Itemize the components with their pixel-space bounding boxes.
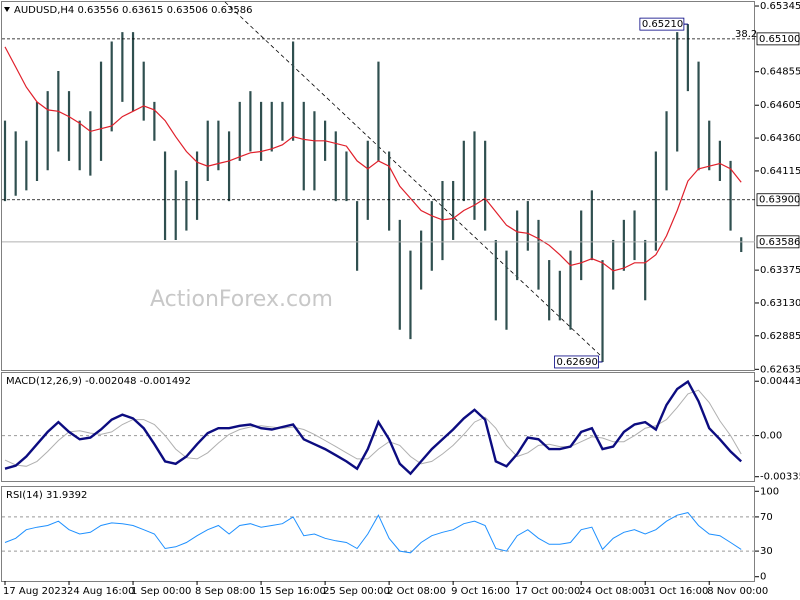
header-value: 0.63506 (167, 5, 208, 16)
x-tick-label: 25 Sep 00:00 (323, 586, 390, 597)
header-value: -0.001492 (140, 376, 191, 387)
header-value: MACD(12,26,9) (6, 376, 82, 387)
annotation-box (639, 17, 685, 31)
x-tick-label: 24 Aug 16:00 (67, 586, 134, 597)
y-tick-label: 0.62885 (760, 331, 800, 342)
y-tick-label: 0 (760, 572, 766, 583)
y-tick-label: 30 (760, 546, 773, 557)
last-price-label-box (756, 235, 800, 249)
moving-average (4, 46, 742, 272)
y-tick-label: 0.64115 (760, 166, 800, 177)
menu-arrow (4, 7, 10, 12)
header-value: 0.63586 (211, 5, 252, 16)
level-label: 0.63900 (759, 195, 800, 206)
x-tick-label: 24 Oct 08:00 (579, 586, 644, 597)
y-tick-label: 0.65345 (760, 1, 800, 12)
x-tick-label: 2 Oct 08:00 (387, 586, 446, 597)
level-label: 0.65100 (759, 34, 800, 45)
rsi-panel (1, 486, 755, 582)
price-panel (1, 1, 755, 371)
panel-header: MACD(12,26,9) -0.002048 -0.001492 (6, 376, 191, 387)
y-tick-label: 100 (760, 486, 779, 497)
trend-line (224, 1, 601, 356)
last-price-label: 0.63586 (759, 237, 800, 248)
y-tick-label: 0.63375 (760, 265, 800, 276)
header-value: RSI(14) (6, 490, 43, 501)
x-tick-label: 15 Sep 16:00 (259, 586, 326, 597)
indicator-line (4, 379, 743, 476)
x-tick-label: 17 Oct 00:00 (515, 586, 580, 597)
annotation-label: 0.65210 (642, 19, 683, 30)
watermark: ActionForex.com (150, 287, 333, 312)
x-tick-label: 8 Nov 00:00 (707, 586, 768, 597)
level-note: 38.2 (735, 29, 757, 40)
y-tick-label: 70 (760, 512, 773, 523)
x-tick-label: 31 Oct 16:00 (643, 586, 708, 597)
header-value: AUDUSD,H4 (14, 5, 74, 16)
y-tick-label: 0.64855 (760, 67, 800, 78)
y-tick-label: 0.64360 (760, 133, 800, 144)
y-tick-label: 0.63130 (760, 298, 800, 309)
panel-header: RSI(14) 31.9392 (6, 490, 87, 501)
header-value: 0.63615 (122, 5, 163, 16)
y-tick-label: 0.00443 (760, 376, 800, 387)
annotation-label: 0.62690 (557, 357, 598, 368)
header-value: 0.63556 (77, 5, 118, 16)
level-label-box (756, 193, 800, 207)
header-value: -0.002048 (85, 376, 136, 387)
x-tick-label: 17 Aug 2023 (3, 586, 67, 597)
header-value: 31.9392 (46, 490, 87, 501)
y-tick-label: 0.00 (760, 431, 782, 442)
x-tick-label: 9 Oct 16:00 (451, 586, 510, 597)
y-tick-label: 0.64605 (760, 100, 800, 111)
indicator-line (4, 389, 742, 467)
annotation-box (554, 355, 599, 369)
y-tick-label: 0.62635 (760, 364, 800, 375)
panel-header: AUDUSD,H4 0.63556 0.63615 0.63506 0.6358… (14, 5, 252, 16)
x-tick-label: 8 Sep 08:00 (195, 586, 255, 597)
macd-panel (1, 372, 755, 482)
x-tick-label: 1 Sep 00:00 (131, 586, 191, 597)
level-label-box (756, 32, 800, 46)
y-tick-label: -0.003351 (760, 472, 800, 483)
indicator-line (4, 512, 742, 554)
